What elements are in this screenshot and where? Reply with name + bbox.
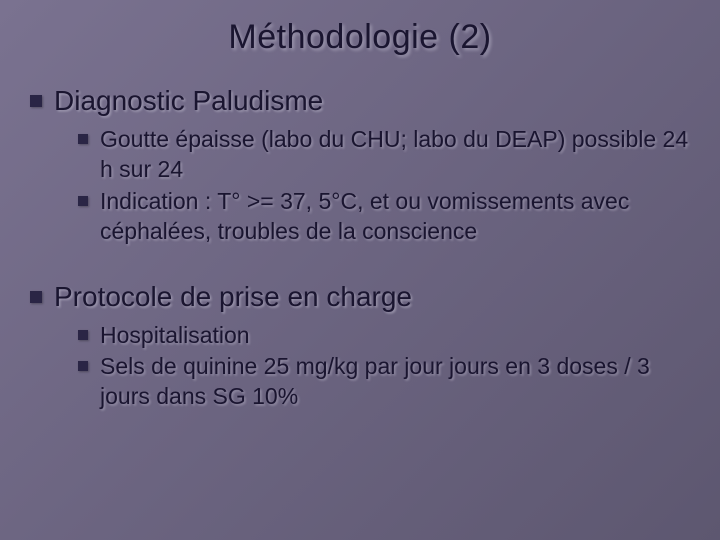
- item-text: Sels de quinine 25 mg/kg par jour jours …: [100, 352, 690, 412]
- list-item: Indication : T° >= 37, 5°C, et ou vomiss…: [78, 187, 690, 247]
- bullet-square-icon: [78, 330, 88, 340]
- section-header: Protocole de prise en charge: [30, 281, 690, 313]
- item-text: Goutte épaisse (labo du CHU; labo du DEA…: [100, 125, 690, 185]
- list-item: Goutte épaisse (labo du CHU; labo du DEA…: [78, 125, 690, 185]
- bullet-square-icon: [30, 95, 42, 107]
- section-heading: Diagnostic Paludisme: [54, 85, 323, 117]
- item-text: Hospitalisation: [100, 321, 250, 351]
- section-diagnostic: Diagnostic Paludisme Goutte épaisse (lab…: [30, 85, 690, 247]
- slide-container: Méthodologie (2) Diagnostic Paludisme Go…: [0, 0, 720, 540]
- bullet-square-icon: [78, 196, 88, 206]
- sub-list: Goutte épaisse (labo du CHU; labo du DEA…: [30, 125, 690, 247]
- list-item: Hospitalisation: [78, 321, 690, 351]
- list-item: Sels de quinine 25 mg/kg par jour jours …: [78, 352, 690, 412]
- sub-list: Hospitalisation Sels de quinine 25 mg/kg…: [30, 321, 690, 413]
- bullet-square-icon: [78, 134, 88, 144]
- bullet-square-icon: [30, 291, 42, 303]
- slide-title: Méthodologie (2): [30, 18, 690, 57]
- section-header: Diagnostic Paludisme: [30, 85, 690, 117]
- section-protocole: Protocole de prise en charge Hospitalisa…: [30, 281, 690, 413]
- item-text: Indication : T° >= 37, 5°C, et ou vomiss…: [100, 187, 690, 247]
- section-heading: Protocole de prise en charge: [54, 281, 412, 313]
- bullet-square-icon: [78, 361, 88, 371]
